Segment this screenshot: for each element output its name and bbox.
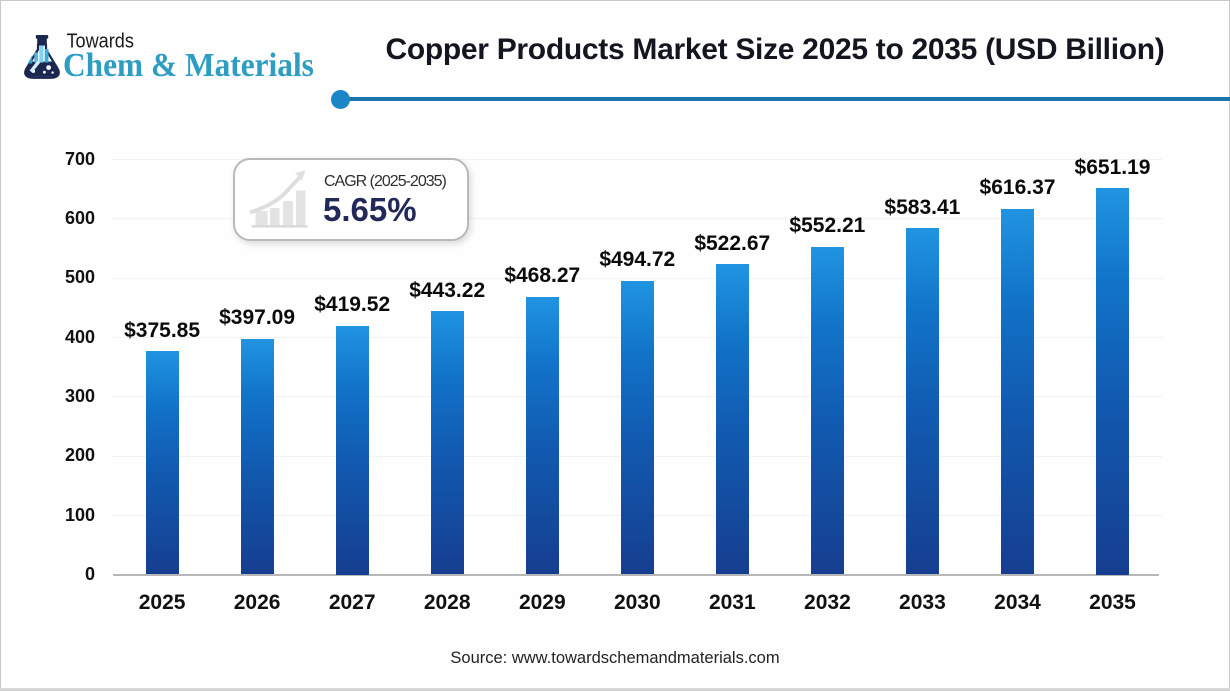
svg-text:Chem & Materials: Chem & Materials <box>63 47 314 81</box>
svg-text:Towards: Towards <box>67 31 134 53</box>
